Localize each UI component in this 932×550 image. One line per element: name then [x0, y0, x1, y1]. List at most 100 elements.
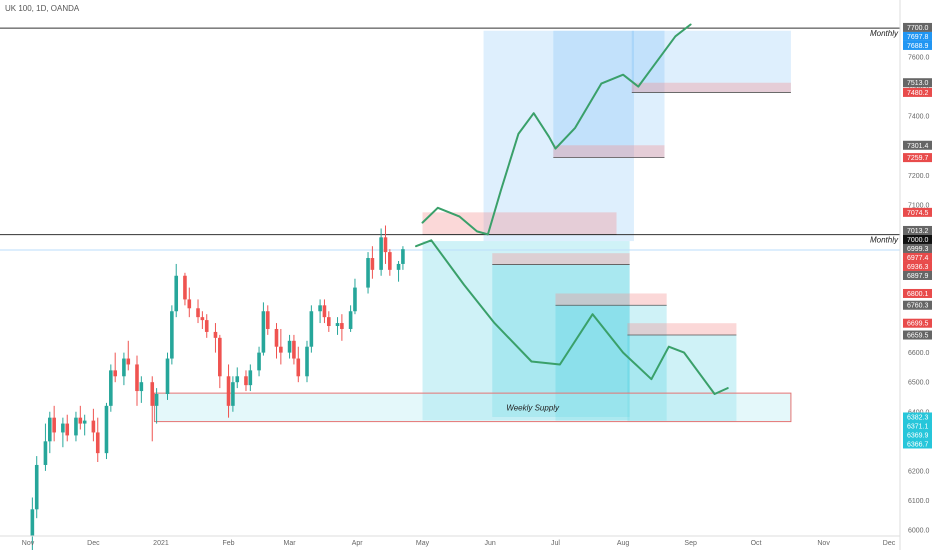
candle-body: [174, 275, 179, 312]
candle-0: [30, 497, 35, 550]
price-tag: 7700.0: [903, 22, 932, 32]
y-tick-label: 7600.0: [908, 55, 930, 62]
price-tag: 6897.9: [903, 270, 932, 280]
y-tick-label: 7200.0: [908, 173, 930, 180]
candle-55: [379, 228, 383, 276]
candle-body: [104, 405, 109, 454]
x-tick-label: 2021: [153, 540, 169, 547]
candle-body: [261, 311, 266, 353]
projection-path-1: [415, 239, 729, 395]
candle-54: [370, 246, 375, 279]
projection-path-0: [421, 23, 692, 236]
candle-57: [388, 249, 392, 276]
candle-25: [187, 287, 192, 318]
price-tag-label: 7013.2: [907, 228, 929, 235]
y-tick-label: 6600.0: [908, 350, 930, 357]
price-tag: 7688.9: [903, 40, 932, 50]
x-tick-label: Feb: [223, 540, 235, 547]
price-tag-bg: [903, 234, 932, 244]
price-tag-label: 6699.5: [907, 321, 929, 328]
price-tag-label: 7700.0: [907, 25, 929, 32]
candle-16: [126, 340, 131, 371]
candle-37: [261, 302, 266, 356]
candle-body: [218, 337, 222, 377]
candle-4: [52, 405, 56, 442]
candle-43: [296, 346, 301, 383]
price-tag-bg: [903, 140, 932, 150]
price-tag: 6936.3: [903, 261, 932, 271]
x-tick-label: Aug: [617, 540, 630, 547]
candle-40: [279, 328, 283, 365]
price-tag: 6977.4: [903, 252, 932, 262]
price-tag-bg: [903, 421, 932, 431]
x-tick-label: Sep: [684, 540, 697, 547]
x-tick-label: Apr: [352, 540, 364, 547]
candle-48: [327, 311, 331, 332]
candle-52: [353, 278, 357, 315]
candle-18: [139, 376, 144, 403]
weekly-supply-label: Weekly Supply: [506, 403, 560, 412]
weekly-supply-zone: [153, 392, 792, 423]
zone-5: [553, 145, 665, 158]
candle-body: [279, 346, 283, 353]
candle-30: [218, 334, 222, 389]
candle-13: [109, 364, 113, 412]
candle-46: [318, 299, 322, 324]
candle-body: [34, 464, 39, 510]
price-tag-label: 7301.4: [907, 143, 929, 150]
price-tag-label: 6936.3: [907, 264, 929, 271]
candle-38: [265, 305, 270, 335]
price-tag-label: 7480.2: [907, 90, 929, 97]
candle-14: [113, 352, 117, 383]
candle-6: [65, 414, 70, 442]
lines-layer: Monthly Monthly: [0, 27, 900, 251]
candle-3: [47, 411, 52, 454]
candle-51: [348, 305, 353, 332]
candle-body: [353, 287, 357, 312]
candle-body: [200, 317, 205, 321]
candle-body: [226, 376, 231, 406]
price-tag-bg: [903, 225, 932, 235]
candle-32: [231, 376, 235, 412]
candle-body: [74, 417, 78, 436]
candle-29: [213, 323, 218, 353]
candle-body: [257, 352, 261, 371]
x-tick-label: Jun: [484, 540, 495, 547]
price-tag: 6760.3: [903, 300, 932, 310]
candle-5: [61, 417, 65, 448]
y-tick-label: 7100.0: [908, 202, 930, 209]
candle-56: [383, 225, 388, 264]
price-tag: 6999.3: [903, 243, 932, 253]
candle-23: [174, 263, 179, 318]
candle-39: [274, 323, 279, 359]
candle-17: [135, 355, 139, 406]
candle-21: [165, 352, 170, 400]
price-tag-bg: [903, 40, 932, 50]
price-tag: 6366.7: [903, 439, 932, 449]
monthly-label-1: Monthly: [870, 236, 899, 245]
chart-title: UK 100, 1D, OANDA: [5, 4, 80, 13]
candle-body: [139, 382, 144, 392]
price-tag: 7697.8: [903, 31, 932, 41]
projection-box-3: [422, 241, 630, 421]
candle-body: [165, 358, 170, 395]
price-tag-label: 7259.7: [907, 155, 929, 162]
candle-34: [244, 370, 248, 392]
candle-11: [95, 417, 100, 463]
candle-8: [78, 405, 83, 430]
price-tag: 7000.0: [903, 234, 932, 244]
price-tag: 6800.1: [903, 288, 932, 298]
candle-body: [401, 249, 405, 264]
candle-26: [196, 299, 200, 324]
candle-body: [318, 305, 322, 312]
x-tick-label: May: [416, 540, 430, 547]
candle-body: [196, 308, 200, 318]
x-tick-label: Nov: [817, 540, 830, 547]
price-tag: 6369.9: [903, 430, 932, 440]
price-tag-bg: [903, 261, 932, 271]
price-tag-bg: [903, 31, 932, 41]
candle-body: [43, 441, 48, 465]
zone-3: [555, 293, 667, 306]
price-tag-label: 6659.5: [907, 333, 929, 340]
